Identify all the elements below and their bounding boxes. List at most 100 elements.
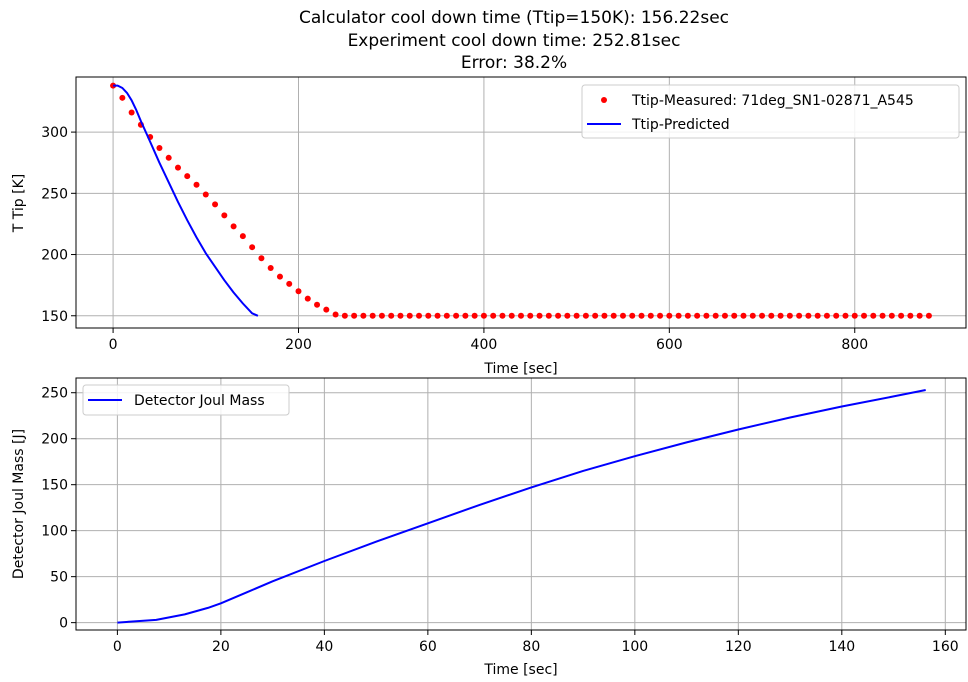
ttip-measured-point bbox=[119, 94, 126, 101]
joul-series-line-0 bbox=[117, 389, 926, 624]
ttip-measured-point bbox=[694, 312, 701, 319]
ttip-measured-point bbox=[619, 312, 626, 319]
ttip-measured-point bbox=[184, 173, 191, 180]
joul-y-tick-label: 100 bbox=[41, 524, 68, 540]
ttip-measured-point bbox=[814, 312, 821, 319]
ttip-measured-point bbox=[870, 312, 877, 319]
joul-x-tick-label: 120 bbox=[725, 639, 752, 655]
ttip-measured-point bbox=[360, 312, 367, 319]
ttip-measured-point bbox=[555, 312, 562, 319]
ttip-measured-point bbox=[842, 312, 849, 319]
ttip-x-tick-label: 0 bbox=[109, 337, 118, 353]
ttip-x-tick-label: 800 bbox=[841, 337, 868, 353]
ttip-measured-point bbox=[212, 201, 219, 208]
ttip-measured-point bbox=[110, 82, 117, 89]
ttip-legend: Ttip-Measured: 71deg_SN1-02871_A545 Ttip… bbox=[581, 84, 960, 139]
ttip-measured-point bbox=[749, 312, 756, 319]
chart-title-line-1: Calculator cool down time (Ttip=150K): 1… bbox=[299, 8, 729, 28]
ttip-y-tick-label: 250 bbox=[41, 186, 68, 202]
chart-title-line-3: Error: 38.2% bbox=[461, 53, 567, 73]
ttip-measured-point bbox=[898, 312, 905, 319]
ttip-measured-point bbox=[592, 312, 599, 319]
ttip-measured-point bbox=[916, 312, 923, 319]
ttip-data bbox=[110, 82, 932, 319]
ttip-legend-box bbox=[581, 84, 960, 139]
joul-legend: Detector Joul Mass bbox=[82, 384, 290, 416]
ttip-measured-point bbox=[777, 312, 784, 319]
ttip-measured-point bbox=[740, 312, 747, 319]
ttip-measured-point bbox=[156, 145, 163, 152]
ttip-measured-point bbox=[314, 301, 321, 308]
ttip-x-tick-label: 400 bbox=[471, 337, 498, 353]
ttip-measured-point bbox=[490, 312, 497, 319]
ttip-measured-point bbox=[471, 312, 478, 319]
ttip-measured-point bbox=[369, 312, 376, 319]
ttip-measured-point bbox=[453, 312, 460, 319]
ttip-measured-point bbox=[499, 312, 506, 319]
joul-y-axis-label: Detector Joul Mass [J] bbox=[11, 429, 27, 579]
joul-y-tick-label: 50 bbox=[50, 570, 68, 586]
ttip-measured-point bbox=[295, 288, 302, 295]
ttip-measured-point bbox=[861, 312, 868, 319]
ttip-x-tick-label: 600 bbox=[656, 337, 683, 353]
ttip-measured-point bbox=[276, 273, 283, 280]
ttip-measured-point bbox=[258, 255, 265, 262]
ttip-subplot: 0 200 400 600 800 150 200 250 300 Time [sec] T T… bbox=[11, 76, 967, 377]
ttip-measured-point bbox=[712, 312, 719, 319]
joul-x-axis-label: Time [sec] bbox=[483, 662, 557, 678]
ttip-measured-point bbox=[174, 164, 181, 171]
joul-x-tick-label: 0 bbox=[113, 639, 122, 655]
ttip-measured-point bbox=[573, 312, 580, 319]
ttip-measured-point bbox=[193, 181, 200, 188]
joul-x-tick-label: 140 bbox=[828, 639, 855, 655]
ttip-y-tick-label: 300 bbox=[41, 125, 68, 141]
ttip-measured-point bbox=[323, 306, 330, 313]
joul-axes-frame bbox=[75, 377, 967, 631]
joul-x-tick-label: 80 bbox=[522, 639, 540, 655]
ttip-measured-point bbox=[731, 312, 738, 319]
joul-y-tick-label: 150 bbox=[41, 478, 68, 494]
ttip-measured-point bbox=[796, 312, 803, 319]
ttip-measured-point bbox=[406, 312, 413, 319]
joul-x-tick-label: 20 bbox=[212, 639, 230, 655]
ttip-measured-point bbox=[480, 312, 487, 319]
ttip-measured-point bbox=[128, 109, 135, 116]
joul-x-tick-label: 60 bbox=[419, 639, 437, 655]
ttip-measured-point bbox=[666, 312, 673, 319]
ttip-measured-point bbox=[249, 244, 256, 251]
ttip-measured-point bbox=[879, 312, 886, 319]
ttip-measured-point bbox=[304, 295, 311, 302]
ttip-measured-point bbox=[851, 312, 858, 319]
ttip-measured-point bbox=[397, 312, 404, 319]
ttip-measured-point bbox=[508, 312, 515, 319]
ttip-ticks: 0 200 400 600 800 150 200 250 300 bbox=[41, 125, 868, 353]
joul-ticks: 0 20 40 60 80 100 120 140 160 0 50 100 150 200 250 bbox=[41, 386, 958, 655]
joul-grid bbox=[76, 378, 966, 630]
ttip-measured-point bbox=[425, 312, 432, 319]
joul-data bbox=[117, 389, 926, 624]
ttip-measured-point bbox=[165, 154, 172, 161]
ttip-measured-point bbox=[786, 312, 793, 319]
ttip-measured-point bbox=[759, 312, 766, 319]
ttip-x-axis-label: Time [sec] bbox=[483, 361, 557, 377]
ttip-measured-point bbox=[388, 312, 395, 319]
ttip-measured-point bbox=[925, 312, 932, 319]
ttip-measured-point bbox=[721, 312, 728, 319]
joul-y-tick-label: 200 bbox=[41, 432, 68, 448]
ttip-measured-point bbox=[286, 280, 293, 287]
joul-x-tick-label: 100 bbox=[621, 639, 648, 655]
ttip-measured-point bbox=[443, 312, 450, 319]
ttip-measured-point bbox=[527, 312, 534, 319]
joul-y-tick-label: 0 bbox=[59, 616, 68, 632]
ttip-measured-point bbox=[202, 191, 209, 198]
ttip-measured-point bbox=[230, 223, 237, 230]
joul-mass-subplot: 0 20 40 60 80 100 120 140 160 0 50 100 150 200 250 Tim… bbox=[11, 377, 967, 678]
ttip-measured-point bbox=[638, 312, 645, 319]
ttip-measured-point bbox=[888, 312, 895, 319]
ttip-measured-point bbox=[416, 312, 423, 319]
ttip-measured-point bbox=[518, 312, 524, 319]
ttip-measured-point bbox=[823, 312, 830, 319]
ttip-measured-point bbox=[601, 312, 608, 319]
ttip-measured-point bbox=[351, 312, 358, 319]
